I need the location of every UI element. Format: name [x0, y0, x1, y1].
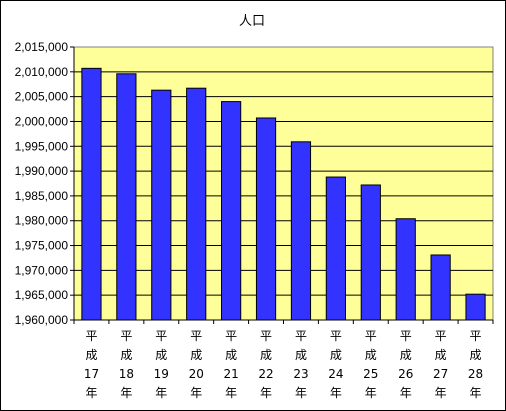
x-tick-label: 平成 22 年 [258, 329, 273, 400]
x-tick-label: 平成 20 年 [189, 329, 204, 400]
y-tick-label: 1,965,000 [15, 288, 69, 302]
bar [290, 141, 312, 321]
y-tick-label: 1,980,000 [15, 214, 69, 228]
y-tick-label: 1,960,000 [15, 313, 69, 327]
y-tick-label: 1,990,000 [15, 164, 69, 178]
y-tick-label: 2,005,000 [15, 90, 69, 104]
y-axis-ticks: 1,960,000 1,965,000 1,970,000 1,975,000 1,98… [15, 40, 74, 327]
bar [430, 254, 451, 321]
x-tick-label: 平成 28 年 [468, 329, 483, 400]
y-tick-label: 2,000,000 [15, 114, 69, 128]
bar [221, 101, 242, 321]
y-tick-label: 1,975,000 [15, 239, 69, 253]
x-tick-label: 平成 26 年 [398, 329, 413, 400]
plot-area [73, 46, 494, 321]
bar [186, 87, 207, 321]
gridlines [74, 71, 493, 296]
bar [255, 117, 277, 321]
bar [465, 293, 486, 321]
chart-title: 人口 [239, 14, 265, 29]
x-tick-label: 平成 21 年 [223, 329, 238, 400]
bar [116, 73, 137, 321]
x-axis-ticks: 平成 17 年 平成 18 年 平成 19 年 平成 20 年 平成 21 年 平成 22 年 平成 23 年 平成 24 年… [73, 320, 494, 400]
y-tick-label: 2,015,000 [15, 40, 69, 54]
x-tick-label: 平成 24 年 [328, 329, 343, 400]
x-tick-label: 平成 27 年 [433, 329, 448, 400]
bar [81, 67, 102, 321]
y-tick-label: 1,970,000 [15, 263, 69, 277]
x-tick-label: 平成 18 年 [119, 329, 134, 400]
y-tick-label: 1,995,000 [15, 139, 69, 153]
x-tick-label: 平成 23 年 [293, 329, 308, 400]
x-tick-label: 平成 17 年 [84, 329, 99, 400]
x-tick-label: 平成 25 年 [363, 329, 378, 400]
bar [325, 176, 346, 321]
bars [81, 67, 486, 321]
bar [395, 218, 416, 321]
bar [151, 89, 172, 321]
bar [360, 184, 381, 321]
y-tick-label: 2,010,000 [15, 65, 69, 79]
x-tick-label: 平成 19 年 [154, 329, 169, 400]
y-tick-label: 1,985,000 [15, 189, 69, 203]
